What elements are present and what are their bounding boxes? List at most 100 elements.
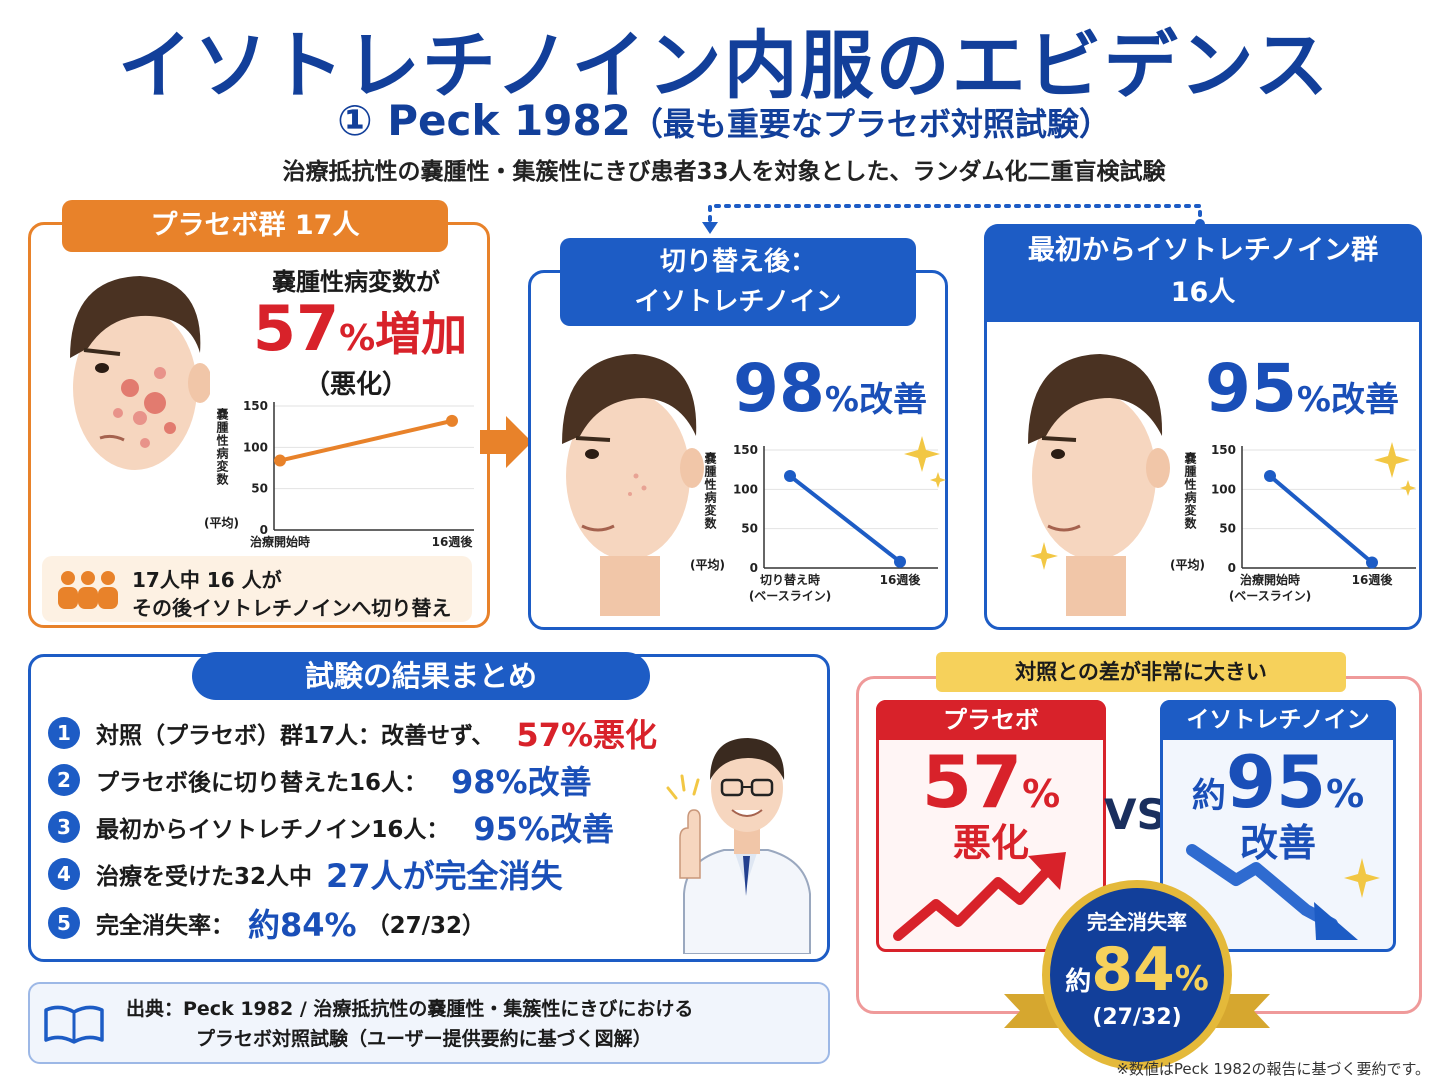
- y-tick-label: 100: [1211, 482, 1236, 496]
- summary-tag: 試験の結果まとめ: [192, 652, 650, 700]
- placebo-headline-sub: （悪化）: [303, 370, 408, 400]
- complete-clearance-seal: 完全消失率 約84% (27/32): [1042, 880, 1232, 1070]
- y-tick-label: 0: [260, 523, 268, 537]
- x-tick-label: 治療開始時: [250, 534, 310, 549]
- sparkle-icon: [1030, 542, 1058, 570]
- subtitle-main: ① Peck 1982: [337, 96, 631, 145]
- chart1-ylabel: 嚢腫性病変数: [215, 408, 229, 486]
- sparkle-icon: [904, 436, 946, 488]
- switch-headline: 98%改善: [720, 350, 940, 427]
- switch-headline-word: 改善: [858, 380, 927, 420]
- subtitle-paren: （最も重要なプラセボ対照試験）: [630, 105, 1111, 143]
- placebo-headline-word: 増加: [375, 307, 468, 361]
- summary-item-text: 治療を受けた32人中: [96, 864, 313, 890]
- y-tick-label: 50: [741, 522, 758, 536]
- x-tick-sublabel: (ベースライン): [1229, 589, 1311, 603]
- seal-prefix: 約: [1065, 967, 1092, 997]
- switch-info-line2: その後イソトレチノインへ切り替え: [132, 596, 452, 620]
- summary-item-highlight: 98%改善: [451, 763, 592, 801]
- iso-tag-line1: 最初からイソトレチノイン群: [1027, 235, 1379, 266]
- people-group-icon: [58, 571, 118, 609]
- placebo-chart: 0 50 100 150 治療開始時 16週後: [243, 399, 474, 549]
- comparison-placebo-tag: プラセボ: [876, 700, 1106, 740]
- comparison-iso-value: 約95%: [1160, 740, 1396, 824]
- seal-num: 84: [1091, 935, 1175, 1005]
- vs-label: VS: [1104, 790, 1167, 839]
- switch-tag-line1: 切り替え後：: [659, 247, 816, 277]
- y-tick-label: 150: [733, 443, 758, 457]
- summary-item: 3 最初からイソトレチノイン16人： 95%改善: [48, 804, 614, 850]
- data-point: [1366, 556, 1378, 569]
- right-arrow-icon: [480, 416, 532, 468]
- data-point: [274, 454, 286, 467]
- summary-item-number: 5: [48, 907, 80, 939]
- y-tick-label: 150: [243, 399, 268, 413]
- x-tick-label: 切り替え時: [760, 572, 820, 587]
- summary-item-highlight: 57%悪化: [516, 716, 658, 754]
- trend-down-arrow-icon: [1186, 844, 1358, 940]
- x-tick-label: 16週後: [432, 534, 474, 549]
- comparison-placebo-value: 57%: [876, 740, 1106, 824]
- doctor-illustration: [666, 738, 811, 954]
- placebo-tag: プラセボ群 17人: [62, 200, 448, 252]
- summary-item-number: 4: [48, 858, 80, 890]
- source-line2: プラセボ対照試験（ユーザー提供要約に基づく図解）: [196, 1028, 652, 1050]
- iso-headline-unit: %: [1296, 380, 1331, 420]
- switch-tag-line2: イソトレチノイン: [634, 287, 842, 317]
- placebo-lesion-label: 嚢腫性病変数が: [272, 268, 440, 296]
- switch-chart: 0 50 100 150 切り替え時 (ベースライン) 16週後: [733, 443, 938, 603]
- summary-item: 5 完全消失率： 約84% （27/32）: [48, 900, 485, 946]
- data-point: [894, 555, 906, 568]
- iso-tag-line2: 16人: [1170, 277, 1236, 308]
- x-tick-label: 治療開始時: [1240, 572, 1300, 587]
- switch-info-line1: 17人中 16 人が: [132, 568, 282, 592]
- x-tick-label: 16週後: [880, 572, 922, 587]
- comparison-iso-unit: %: [1326, 772, 1365, 816]
- seal-value: 約84%: [1050, 935, 1224, 1005]
- data-point: [446, 414, 458, 427]
- comparison-placebo-unit: %: [1022, 772, 1061, 816]
- series-line: [788, 474, 902, 564]
- summary-item: 4 治療を受けた32人中 27人が完全消失: [48, 851, 563, 897]
- y-tick-label: 0: [750, 561, 758, 575]
- placebo-headline: 57%増加: [238, 292, 482, 365]
- x-tick-sublabel: (ベースライン): [749, 589, 831, 603]
- summary-item-text: 最初からイソトレチノイン16人：: [96, 817, 450, 843]
- sparkle-icon: [1374, 442, 1416, 496]
- iso-headline: 95%改善: [1186, 350, 1418, 427]
- summary-item-number: 3: [48, 811, 80, 843]
- iso-headline-word: 改善: [1330, 380, 1399, 420]
- summary-item-number: 1: [48, 717, 80, 749]
- chart2-ylabel-unit: (平均): [690, 558, 725, 572]
- seal-unit: %: [1174, 959, 1209, 999]
- y-tick-label: 150: [1211, 443, 1236, 457]
- switch-headline-num: 98: [733, 350, 825, 427]
- summary-item-text: プラセボ後に切り替えた16人：: [96, 770, 428, 796]
- iso-headline-num: 95: [1205, 350, 1297, 427]
- y-tick-label: 50: [251, 482, 268, 496]
- page-subtitle: ① Peck 1982（最も重要なプラセボ対照試験）: [0, 96, 1448, 145]
- series-line: [279, 418, 453, 463]
- switch-tag: 切り替え後： イソトレチノイン: [560, 238, 916, 326]
- data-point: [1264, 469, 1276, 482]
- x-tick-label: 16週後: [1352, 572, 1394, 587]
- page-title: イソトレチノイン内服のエビデンス: [117, 23, 1331, 109]
- summary-item-highlight: 27人が完全消失: [326, 857, 563, 895]
- chart3-ylabel: 嚢腫性病変数: [1183, 452, 1197, 530]
- acne-face-illustration: [70, 276, 210, 470]
- source-line1: 出典：Peck 1982 / 治療抵抗性の嚢腫性・集簇性にきびにおける: [126, 998, 694, 1020]
- comparison-iso-tag: イソトレチノイン: [1160, 700, 1396, 740]
- iso-tag: 最初からイソトレチノイン群 16人: [984, 224, 1422, 322]
- switch-headline-unit: %: [824, 380, 859, 420]
- summary-item-tail: （27/32）: [366, 913, 486, 939]
- summary-item-text: 完全消失率：: [96, 913, 234, 939]
- seal-sub: (27/32): [1092, 1005, 1182, 1030]
- summary-item-highlight: 約84%: [248, 906, 357, 944]
- sparkle-icon: [1344, 858, 1380, 898]
- y-tick-label: 100: [733, 482, 758, 496]
- summary-item-highlight: 95%改善: [473, 810, 614, 848]
- comparison-iso-num: 95: [1225, 740, 1327, 824]
- placebo-headline-unit: %: [339, 318, 376, 359]
- seal-title: 完全消失率: [1087, 910, 1187, 934]
- placebo-headline-num: 57: [252, 292, 340, 365]
